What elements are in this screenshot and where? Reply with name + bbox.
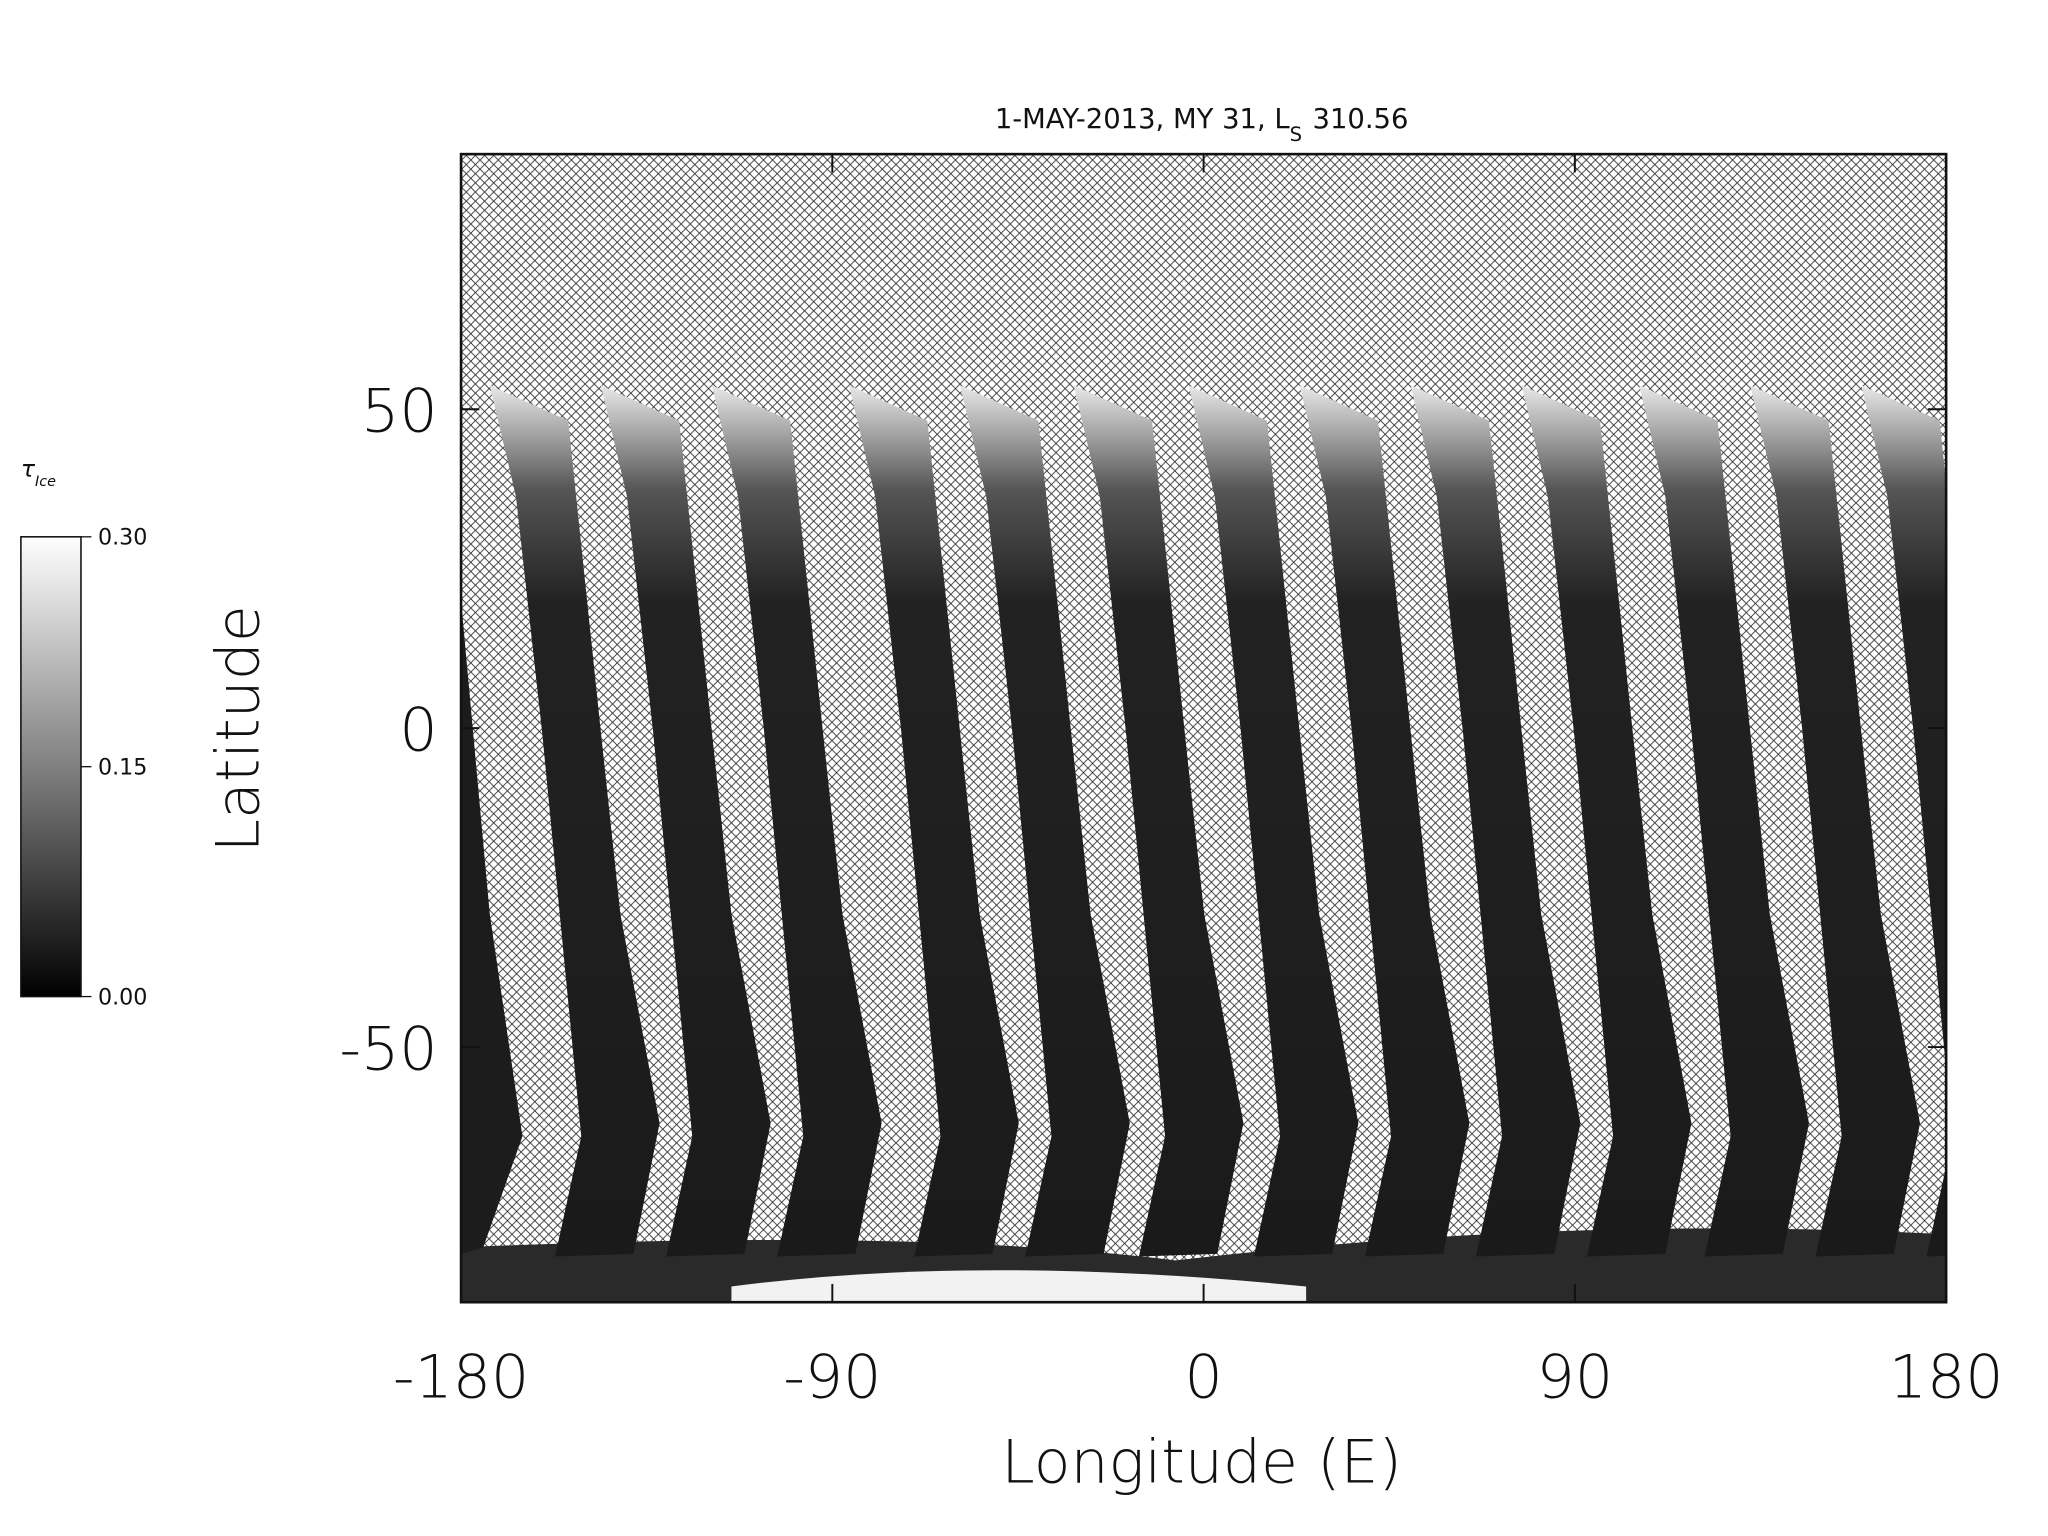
observation-swath (848, 385, 1019, 1257)
x-tick-label: 180 (1889, 1343, 2004, 1413)
y-axis-label: Latitude (204, 605, 274, 852)
colorbar-tick-label: 0.15 (98, 755, 147, 781)
observation-swath (1073, 385, 1244, 1257)
observation-swath (489, 385, 660, 1257)
observation-swath (1410, 385, 1581, 1257)
colorbar-label: τIce (21, 455, 56, 490)
observation-swath (1639, 385, 1809, 1257)
colorbar-symbol: τ (21, 455, 36, 483)
polar-cap (731, 1270, 1307, 1303)
x-tick-label: 90 (1537, 1343, 1613, 1413)
title-main: 1-MAY-2013, MY 31, L (995, 104, 1291, 135)
x-axis-label: Longitude (E) (1001, 1427, 1402, 1497)
observation-swath (1521, 385, 1692, 1257)
colorbar-subscript: Ice (35, 474, 56, 490)
observation-swath (1188, 385, 1359, 1257)
colorbar-tick-label: 0.30 (98, 525, 147, 551)
colorbar (20, 536, 82, 998)
observation-swath (1299, 385, 1470, 1257)
colorbar-tick-label: 0.00 (98, 984, 147, 1010)
x-tick-label: -90 (783, 1343, 881, 1413)
map-area (461, 154, 1947, 1303)
y-tick-label: 0 (399, 695, 437, 765)
x-tick-label: -180 (393, 1343, 529, 1413)
y-tick-label: 50 (361, 376, 437, 446)
y-tick-label: -50 (339, 1014, 437, 1084)
title-suffix: 310.56 (1313, 104, 1409, 135)
observation-swath (600, 385, 771, 1257)
chart-title: 1-MAY-2013, MY 31, LS 310.56 (995, 104, 1409, 146)
x-tick-label: 0 (1184, 1343, 1222, 1413)
observation-swath (1861, 385, 1947, 1257)
observation-swath (960, 385, 1130, 1257)
observation-swath (1750, 385, 1920, 1257)
observation-swath (461, 600, 523, 1254)
observation-swath (711, 385, 882, 1257)
title-subscript: S (1290, 123, 1302, 146)
